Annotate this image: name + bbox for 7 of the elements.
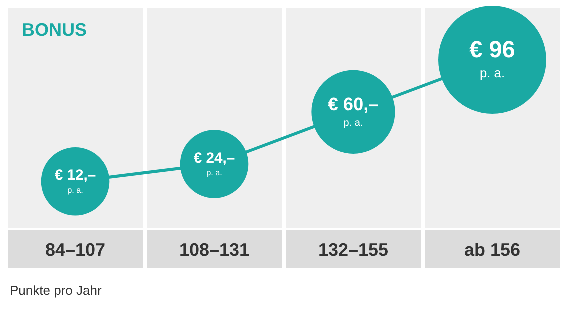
x-tick-label: 108–131 <box>179 240 250 260</box>
x-tick-label: 132–155 <box>318 240 389 260</box>
x-axis-title: Punkte pro Jahr <box>10 283 102 298</box>
x-tick-label: 84–107 <box>45 240 106 260</box>
x-tick-label: ab 156 <box>464 240 521 260</box>
chart-title: BONUS <box>22 20 88 40</box>
data-label: € 96 p. a. <box>470 36 516 81</box>
